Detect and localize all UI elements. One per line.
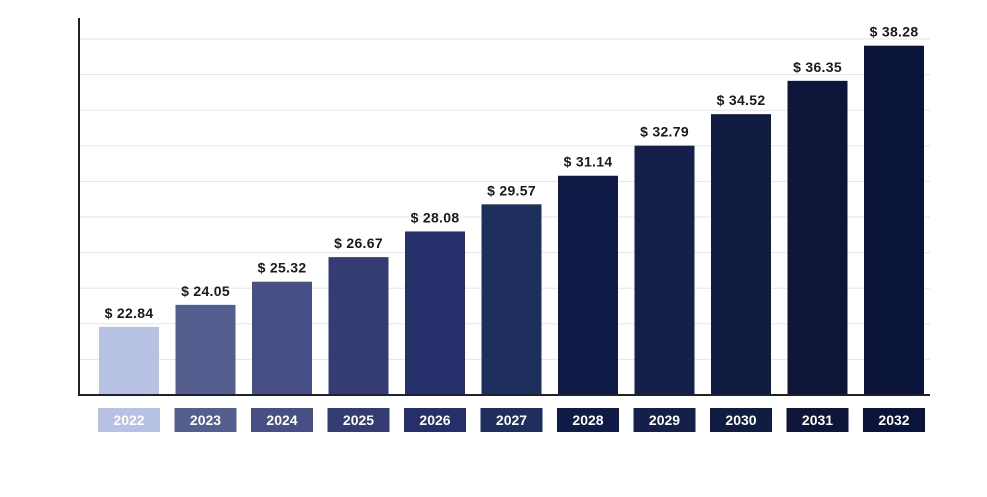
value-label-2030: $ 34.52 xyxy=(717,92,766,108)
bar-2022 xyxy=(99,326,159,395)
bars xyxy=(99,45,924,395)
bar-2029 xyxy=(634,145,695,395)
year-tag-2026 xyxy=(404,408,466,432)
year-tag-2032 xyxy=(863,408,925,432)
x-tick-label-2026: 2026 xyxy=(419,412,450,428)
x-tick-label-2025: 2025 xyxy=(343,412,374,428)
value-label-2028: $ 31.14 xyxy=(564,154,613,170)
bar-2026 xyxy=(405,231,465,395)
value-label-2029: $ 32.79 xyxy=(640,124,689,140)
x-tick-label-2022: 2022 xyxy=(113,412,144,428)
bar-2025 xyxy=(328,257,389,395)
year-tag-2027 xyxy=(480,408,543,432)
year-tag-2029 xyxy=(633,408,696,432)
x-tick-label-2030: 2030 xyxy=(725,412,756,428)
axes xyxy=(78,18,930,396)
bar-2030 xyxy=(711,114,771,395)
value-label-2027: $ 29.57 xyxy=(487,182,536,198)
year-tag-2028 xyxy=(557,408,619,432)
value-label-2023: $ 24.05 xyxy=(181,283,230,299)
x-tick-label-2027: 2027 xyxy=(496,412,527,428)
year-tag-2024 xyxy=(251,408,313,432)
x-tick-label-2029: 2029 xyxy=(649,412,680,428)
value-label-2032: $ 38.28 xyxy=(870,24,919,40)
value-label-2025: $ 26.67 xyxy=(334,235,383,251)
year-tag-2023 xyxy=(174,408,237,432)
value-labels: $ 22.84 $ 24.05 $ 25.32 $ 26.67 $ 28.08 $ 29.… xyxy=(105,24,919,321)
x-tick-label-2031: 2031 xyxy=(802,412,833,428)
x-tick-label-2028: 2028 xyxy=(572,412,603,428)
value-label-2024: $ 25.32 xyxy=(258,260,307,276)
x-tick-label-2032: 2032 xyxy=(878,412,909,428)
value-label-2031: $ 36.35 xyxy=(793,59,842,75)
x-tick-label-2023: 2023 xyxy=(190,412,221,428)
bar-2028 xyxy=(558,175,618,395)
bar-2031 xyxy=(787,80,848,395)
year-tag-2022 xyxy=(98,408,160,432)
bar-2032 xyxy=(864,45,924,395)
year-tag-2025 xyxy=(327,408,390,432)
bar-2023 xyxy=(175,304,236,395)
bar-2027 xyxy=(481,204,542,395)
year-tag-2030 xyxy=(710,408,772,432)
x-tick-label-2024: 2024 xyxy=(266,412,297,428)
bar-2024 xyxy=(252,281,312,395)
year-tag-2031 xyxy=(786,408,849,432)
x-tick-labels: 2022 2023 2024 2025 2026 2027 2028 2029 2030 2031… xyxy=(98,408,925,432)
value-label-2022: $ 22.84 xyxy=(105,305,154,321)
value-label-2026: $ 28.08 xyxy=(411,209,460,225)
